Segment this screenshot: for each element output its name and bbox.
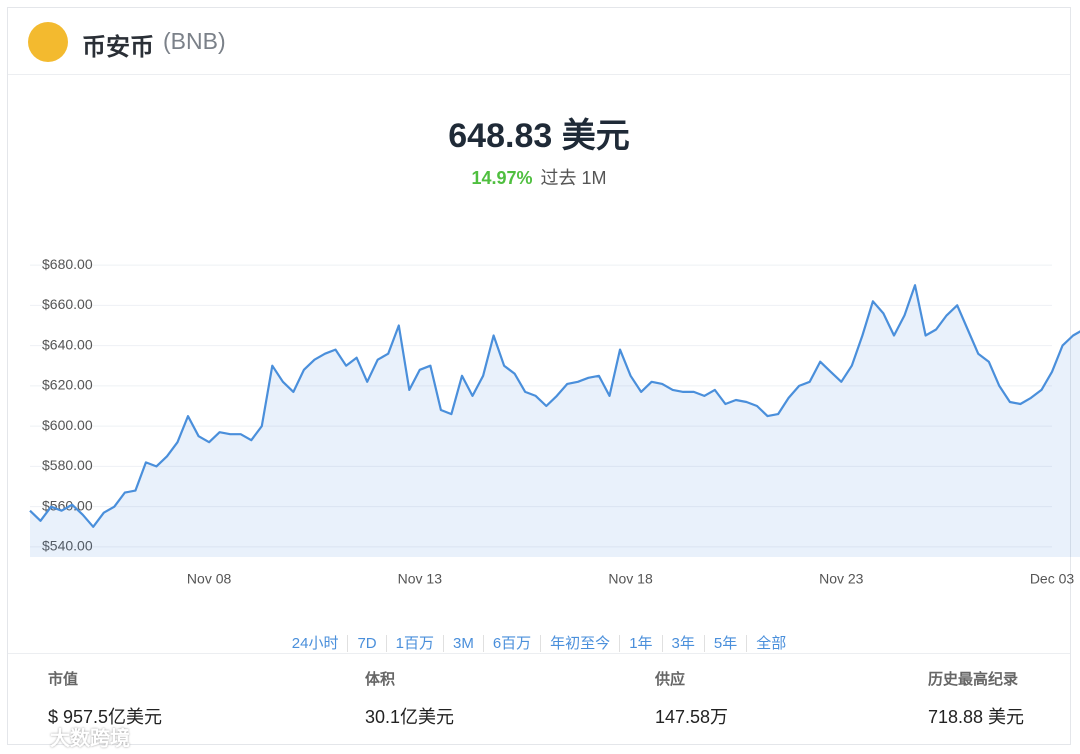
y-tick-label: $680.00 <box>42 256 93 272</box>
symbol: (BNB) <box>163 28 226 54</box>
range-button[interactable]: 24小时 <box>291 635 339 652</box>
widget: 币安币 (BNB) 648.83 美元 14.97% 过去 1M 24小时 7D 1百… <box>7 7 1071 745</box>
range-button[interactable]: 6百万 <box>482 635 541 652</box>
header: 币安币 (BNB) <box>8 8 1070 75</box>
stats: 市值 $ 957.5亿美元 体积 30.1亿美元 供应 147.58万 历史最高纪录 718.… <box>8 653 1070 727</box>
range-button[interactable]: 1年 <box>619 635 662 652</box>
stat: 供应 147.58万 <box>655 668 728 729</box>
x-tick-label: Dec 03 <box>1030 571 1075 587</box>
x-tick-label: Nov 18 <box>608 571 653 587</box>
stat-label: 供应 <box>655 671 686 688</box>
stat-value: 147.58万 <box>655 707 729 727</box>
range-button[interactable]: 全部 <box>746 635 796 652</box>
range-button[interactable]: 5年 <box>703 635 747 652</box>
line <box>29 284 1080 528</box>
stat: 市值 $ 957.5亿美元 <box>48 668 162 729</box>
price: 648.83 美元 <box>448 117 630 155</box>
x-tick-label: Nov 08 <box>187 571 232 587</box>
stat-label: 历史最高纪录 <box>928 671 1019 688</box>
stat-label: 市值 <box>48 671 79 688</box>
stat-value: 718.88 美元 <box>928 707 1025 727</box>
change-period: 过去 1M <box>540 168 607 188</box>
change: 14.97% 过去 1M <box>8 164 1070 190</box>
watermark: 大数跨境 <box>50 728 130 750</box>
y-tick-label: $600.00 <box>42 417 93 433</box>
range-button[interactable]: 年初至今 <box>540 635 620 652</box>
x-tick-label: Nov 23 <box>819 571 864 587</box>
area <box>30 285 1080 557</box>
stat-value: $ 957.5亿美元 <box>48 707 163 727</box>
logo <box>28 22 68 62</box>
y-tick-label: $620.00 <box>42 377 93 393</box>
stat: 体积 30.1亿美元 <box>365 668 454 729</box>
y-tick-label: $660.00 <box>42 296 93 312</box>
change-percent: 14.97% <box>471 168 533 188</box>
range-button[interactable]: 3M <box>442 635 483 652</box>
stat-label: 体积 <box>365 671 396 688</box>
y-tick-label: $540.00 <box>42 538 93 554</box>
title: 币安币 <box>82 34 154 61</box>
range-button[interactable]: 1百万 <box>385 635 443 652</box>
stat-value: 30.1亿美元 <box>365 707 455 727</box>
y-tick-label: $560.00 <box>42 497 93 513</box>
range-buttons: 24小时 7D 1百万 3M 6百万 年初至今 1年 3年 5年 全部 <box>8 632 1070 653</box>
y-tick-label: $640.00 <box>42 336 93 352</box>
x-tick-label: Nov 13 <box>398 571 443 587</box>
range-button[interactable]: 7D <box>347 635 386 652</box>
y-tick-label: $580.00 <box>42 457 93 473</box>
stat: 历史最高纪录 718.88 美元 <box>928 668 1024 729</box>
range-button[interactable]: 3年 <box>661 635 704 652</box>
